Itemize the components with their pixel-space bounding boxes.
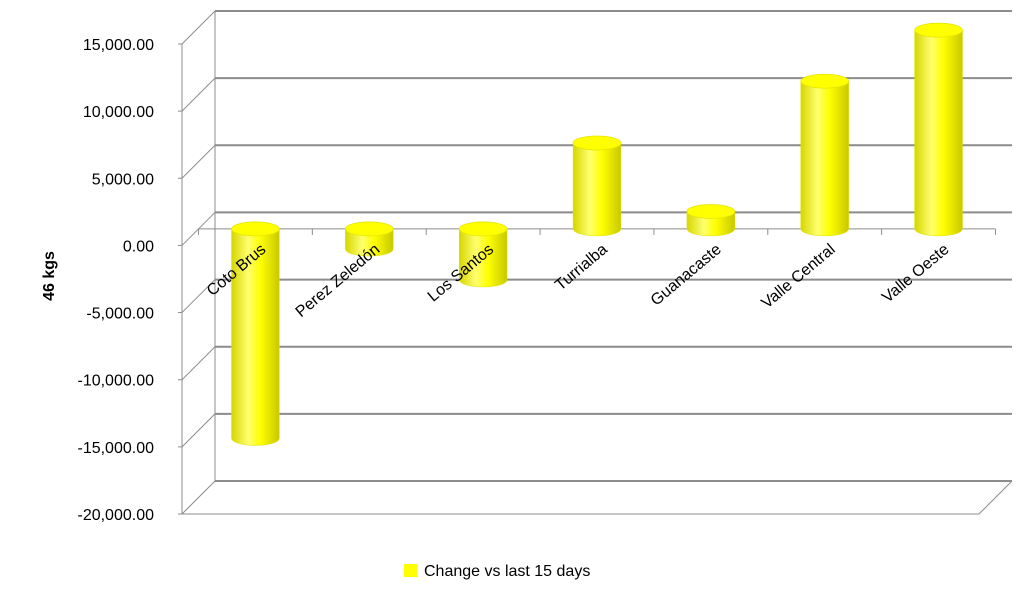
bar-top bbox=[344, 221, 394, 237]
y-tick-label: 10,000.00 bbox=[83, 104, 154, 121]
bar bbox=[800, 73, 850, 237]
floor-right-edge bbox=[978, 480, 1013, 515]
bar bbox=[686, 204, 736, 237]
legend-label: Change vs last 15 days bbox=[424, 563, 590, 580]
y-axis-ticks: 15,000.00 10,000.00 5,000.00 0.00 -5,000.00 -… bbox=[77, 37, 182, 524]
x-category-label: Valle Oeste bbox=[879, 241, 952, 306]
gridline-depth bbox=[181, 10, 216, 45]
bar-top bbox=[572, 135, 622, 151]
bar-top bbox=[914, 22, 963, 38]
bar-body bbox=[458, 228, 508, 288]
bar bbox=[458, 221, 508, 288]
bar-top bbox=[458, 221, 508, 237]
legend-swatch bbox=[404, 564, 417, 577]
y-tick-label: 5,000.00 bbox=[92, 171, 154, 188]
bar bbox=[914, 22, 963, 237]
y-tick-label: -10,000.00 bbox=[77, 373, 154, 390]
bar-body bbox=[572, 142, 622, 237]
x-category-label: Guanacaste bbox=[648, 241, 725, 310]
gridline-depth bbox=[181, 413, 216, 448]
y-tick-label: -20,000.00 bbox=[77, 507, 154, 524]
x-axis-categories: Coto Brus Perez Zeledón Los Santos Turrialb… bbox=[204, 241, 953, 321]
y-tick-label: -5,000.00 bbox=[86, 306, 154, 323]
bar bbox=[344, 221, 394, 257]
gridline-depth bbox=[181, 480, 216, 515]
legend: Change vs last 15 days bbox=[404, 563, 590, 580]
bars bbox=[231, 22, 963, 446]
bar-body bbox=[800, 80, 849, 237]
bar-body bbox=[914, 29, 963, 237]
bar bbox=[231, 221, 280, 446]
x-category-label: Valle Central bbox=[758, 241, 838, 312]
bar-top bbox=[686, 204, 736, 219]
gridline-depth bbox=[181, 144, 216, 179]
bar-top bbox=[231, 221, 280, 237]
bar-body bbox=[231, 228, 280, 446]
x-category-label: Turrialba bbox=[552, 241, 611, 294]
bar-top bbox=[800, 73, 850, 89]
y-tick-label: 0.00 bbox=[123, 238, 154, 255]
bar bbox=[572, 135, 622, 237]
gridline-depth bbox=[181, 77, 216, 112]
x-category-label: Perez Zeledón bbox=[293, 241, 384, 321]
gridline-depth bbox=[181, 346, 216, 381]
y-axis-title: 46 kgs bbox=[41, 251, 58, 301]
y-tick-label: 15,000.00 bbox=[83, 37, 154, 54]
gridline-depth bbox=[181, 279, 216, 313]
bar-body bbox=[345, 228, 394, 257]
y-tick-label: -15,000.00 bbox=[77, 440, 154, 457]
